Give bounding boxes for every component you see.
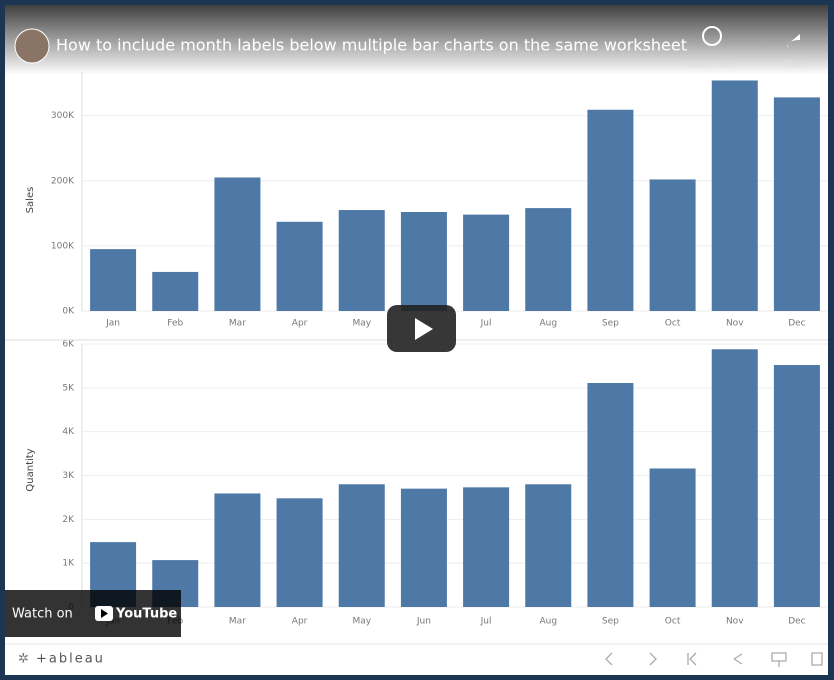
header-overlay: [5, 5, 828, 75]
bar: [338, 210, 385, 311]
share-tableau[interactable]: [733, 653, 743, 665]
bar: [587, 383, 634, 607]
comments[interactable]: [771, 652, 787, 667]
x-tick-label: Mar: [229, 617, 246, 627]
x-tick-label: Jul: [480, 617, 492, 627]
x-tick-label: May: [352, 319, 371, 329]
bar: [214, 177, 261, 311]
x-tick-label: Dec: [788, 319, 805, 329]
x-tick-label: Apr: [292, 319, 308, 329]
bar: [338, 484, 385, 607]
bar: [400, 212, 447, 311]
y-tick-label: 5K: [62, 383, 75, 393]
y-axis-label: Quantity: [25, 448, 36, 491]
y-axis-label: Sales: [25, 187, 36, 214]
tableau-brand: +ableau: [36, 652, 105, 667]
x-tick-label: Apr: [292, 617, 308, 627]
x-tick-label: May: [352, 617, 371, 627]
share-icon[interactable]: [787, 34, 801, 48]
bar: [152, 271, 199, 311]
undo[interactable]: [605, 652, 613, 666]
youtube-logo-play: [101, 609, 108, 618]
redo[interactable]: [649, 652, 657, 666]
y-tick-label: 6K: [62, 340, 75, 350]
y-tick-label: 300K: [51, 111, 75, 121]
watch-later-label[interactable]: Watch later: [686, 60, 738, 70]
x-tick-label: Nov: [726, 617, 744, 627]
bar: [400, 488, 447, 607]
x-tick-label: Sep: [602, 617, 619, 627]
youtube-label: YouTube: [115, 607, 177, 622]
bar: [90, 249, 137, 311]
x-tick-label: Jan: [105, 319, 120, 329]
x-tick-label: Feb: [167, 319, 183, 329]
x-tick-label: Sep: [602, 319, 619, 329]
bar: [463, 214, 510, 311]
bar: [276, 221, 323, 311]
y-tick-label: 4K: [62, 427, 75, 437]
bar: [214, 493, 261, 607]
bar: [649, 179, 696, 311]
share-label[interactable]: Share: [783, 60, 809, 70]
watch-on-youtube[interactable]: [5, 590, 181, 637]
footer-controls: [605, 652, 823, 667]
x-tick-label: Aug: [539, 617, 557, 627]
bar: [525, 208, 572, 311]
y-tick-label: 200K: [51, 176, 75, 186]
y-tick-label: 1K: [62, 559, 75, 569]
x-tick-label: Oct: [665, 617, 681, 627]
x-tick-label: Nov: [726, 319, 744, 329]
x-tick-label: Jul: [480, 319, 492, 329]
x-tick-label: Jun: [416, 617, 431, 627]
charts: Sales 0K 100K 200K 300K Jan Feb Mar Apr May Jun Jul…: [25, 72, 828, 627]
bar: [773, 365, 820, 607]
x-tick-label: Aug: [539, 319, 557, 329]
x-tick-label: Mar: [229, 319, 246, 329]
y-tick-label: 100K: [51, 241, 75, 251]
watch-later-icon[interactable]: [702, 26, 722, 46]
tableau-icon: ✲: [18, 652, 29, 667]
bar: [276, 498, 323, 607]
x-tick-label: Oct: [665, 319, 681, 329]
bar: [525, 484, 572, 607]
channel-avatar[interactable]: [14, 28, 50, 64]
watch-on-label: Watch on: [12, 607, 73, 622]
play-icon: [415, 318, 433, 340]
fullscreen[interactable]: [811, 652, 823, 666]
revert[interactable]: [687, 652, 697, 666]
y-tick-label: 2K: [62, 515, 75, 525]
bar: [711, 349, 758, 607]
bar: [773, 97, 820, 311]
video-title[interactable]: How to include month labels below multip…: [56, 36, 687, 55]
bar: [463, 487, 510, 607]
x-tick-label: Dec: [788, 617, 805, 627]
bar: [711, 80, 758, 311]
bar: [649, 468, 696, 607]
y-tick-label: 0K: [62, 307, 75, 317]
y-tick-label: 3K: [62, 471, 75, 481]
bar: [587, 109, 634, 311]
